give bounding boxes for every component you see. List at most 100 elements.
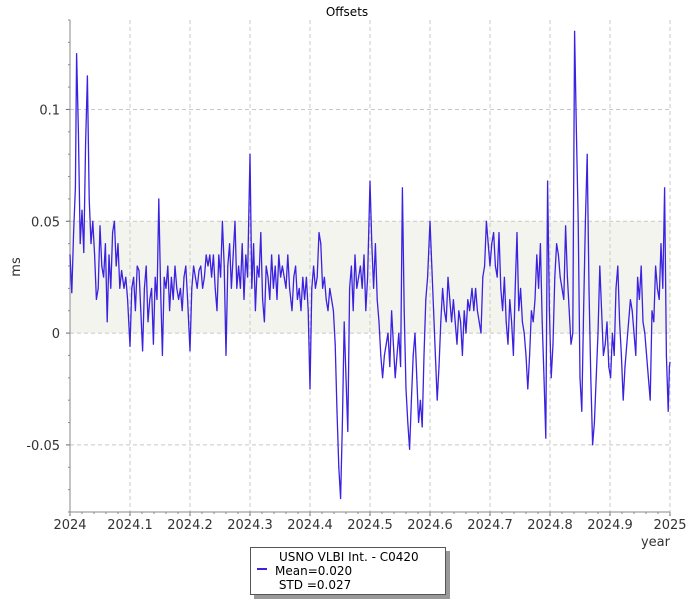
data-point: [358, 276, 360, 278]
data-point: [340, 497, 342, 500]
data-point: [484, 265, 486, 267]
data-point: [525, 354, 527, 357]
data-point: [108, 254, 110, 256]
data-point: [494, 265, 496, 267]
data-point: [316, 276, 318, 278]
data-point: [365, 310, 367, 312]
data-point: [115, 265, 117, 267]
data-point: [389, 366, 391, 368]
data-point: [579, 377, 581, 379]
data-point: [163, 276, 165, 278]
data-point: [443, 310, 445, 312]
data-point: [283, 276, 285, 278]
data-point: [500, 287, 502, 289]
x-tick-label: 2024.2: [167, 518, 213, 533]
data-point: [429, 220, 431, 222]
data-point: [127, 298, 129, 301]
data-point: [196, 287, 198, 289]
data-point: [269, 298, 271, 301]
data-point: [434, 354, 436, 357]
data-point: [655, 265, 657, 267]
data-point: [258, 276, 260, 278]
data-point: [440, 321, 442, 323]
data-point: [534, 298, 536, 301]
data-point: [97, 287, 99, 289]
data-point: [409, 448, 411, 450]
data-point: [480, 332, 482, 334]
data-point: [613, 354, 615, 357]
data-point: [134, 310, 136, 312]
data-point: [608, 366, 610, 368]
data-point: [302, 276, 304, 278]
data-point: [493, 231, 495, 234]
data-point: [287, 254, 289, 256]
data-point: [276, 298, 278, 301]
data-point: [313, 265, 315, 267]
data-point: [475, 287, 477, 289]
data-point: [167, 265, 169, 267]
data-point: [94, 254, 96, 256]
data-point: [314, 287, 316, 289]
x-tick-label: 2024.1: [107, 518, 153, 533]
data-point: [374, 243, 376, 245]
data-point: [142, 350, 144, 352]
data-point: [256, 265, 258, 267]
data-point: [416, 377, 418, 379]
data-point: [640, 265, 642, 267]
y-tick-label: 0.1: [39, 103, 60, 118]
data-point: [106, 321, 108, 323]
data-point: [218, 254, 220, 256]
data-point: [606, 321, 608, 323]
data-point: [629, 298, 632, 301]
y-axis-title: ms: [9, 257, 24, 277]
data-point: [280, 276, 282, 278]
data-point: [371, 243, 373, 245]
data-point: [433, 310, 435, 312]
data-point: [354, 254, 356, 256]
x-tick-label: 2024.7: [467, 518, 513, 533]
data-point: [378, 321, 380, 323]
data-point: [138, 269, 140, 272]
data-point: [356, 287, 358, 289]
legend-mean: Mean=0.020: [275, 564, 353, 578]
data-point: [423, 354, 425, 357]
data-point: [385, 343, 387, 345]
data-point: [482, 276, 484, 278]
data-point: [418, 421, 420, 424]
data-point: [179, 287, 181, 289]
data-point: [200, 265, 202, 267]
data-point: [619, 321, 621, 323]
data-point: [81, 209, 83, 211]
data-point: [267, 276, 269, 278]
data-point: [281, 265, 283, 267]
data-point: [300, 310, 302, 312]
legend-swatch: [257, 568, 267, 570]
data-point: [456, 343, 458, 345]
data-point: [496, 276, 498, 278]
data-point: [92, 220, 94, 222]
data-point: [347, 430, 349, 433]
data-point: [463, 310, 465, 312]
data-point: [550, 377, 552, 379]
data-point: [271, 254, 273, 256]
data-point: [380, 354, 382, 357]
data-point: [491, 243, 493, 245]
data-point: [595, 377, 597, 379]
data-point: [593, 421, 596, 424]
data-point: [649, 399, 651, 401]
data-point: [238, 265, 240, 267]
data-point: [518, 310, 520, 312]
data-point: [350, 265, 352, 267]
data-point: [136, 265, 138, 267]
data-points: [69, 30, 671, 500]
data-point: [170, 276, 172, 278]
data-point: [318, 231, 320, 234]
data-point: [556, 243, 558, 245]
data-point: [214, 287, 216, 289]
data-point: [502, 310, 504, 312]
data-point: [160, 287, 162, 289]
data-point: [512, 354, 515, 357]
data-point: [660, 243, 662, 245]
data-point: [436, 399, 438, 401]
data-point: [425, 298, 427, 301]
